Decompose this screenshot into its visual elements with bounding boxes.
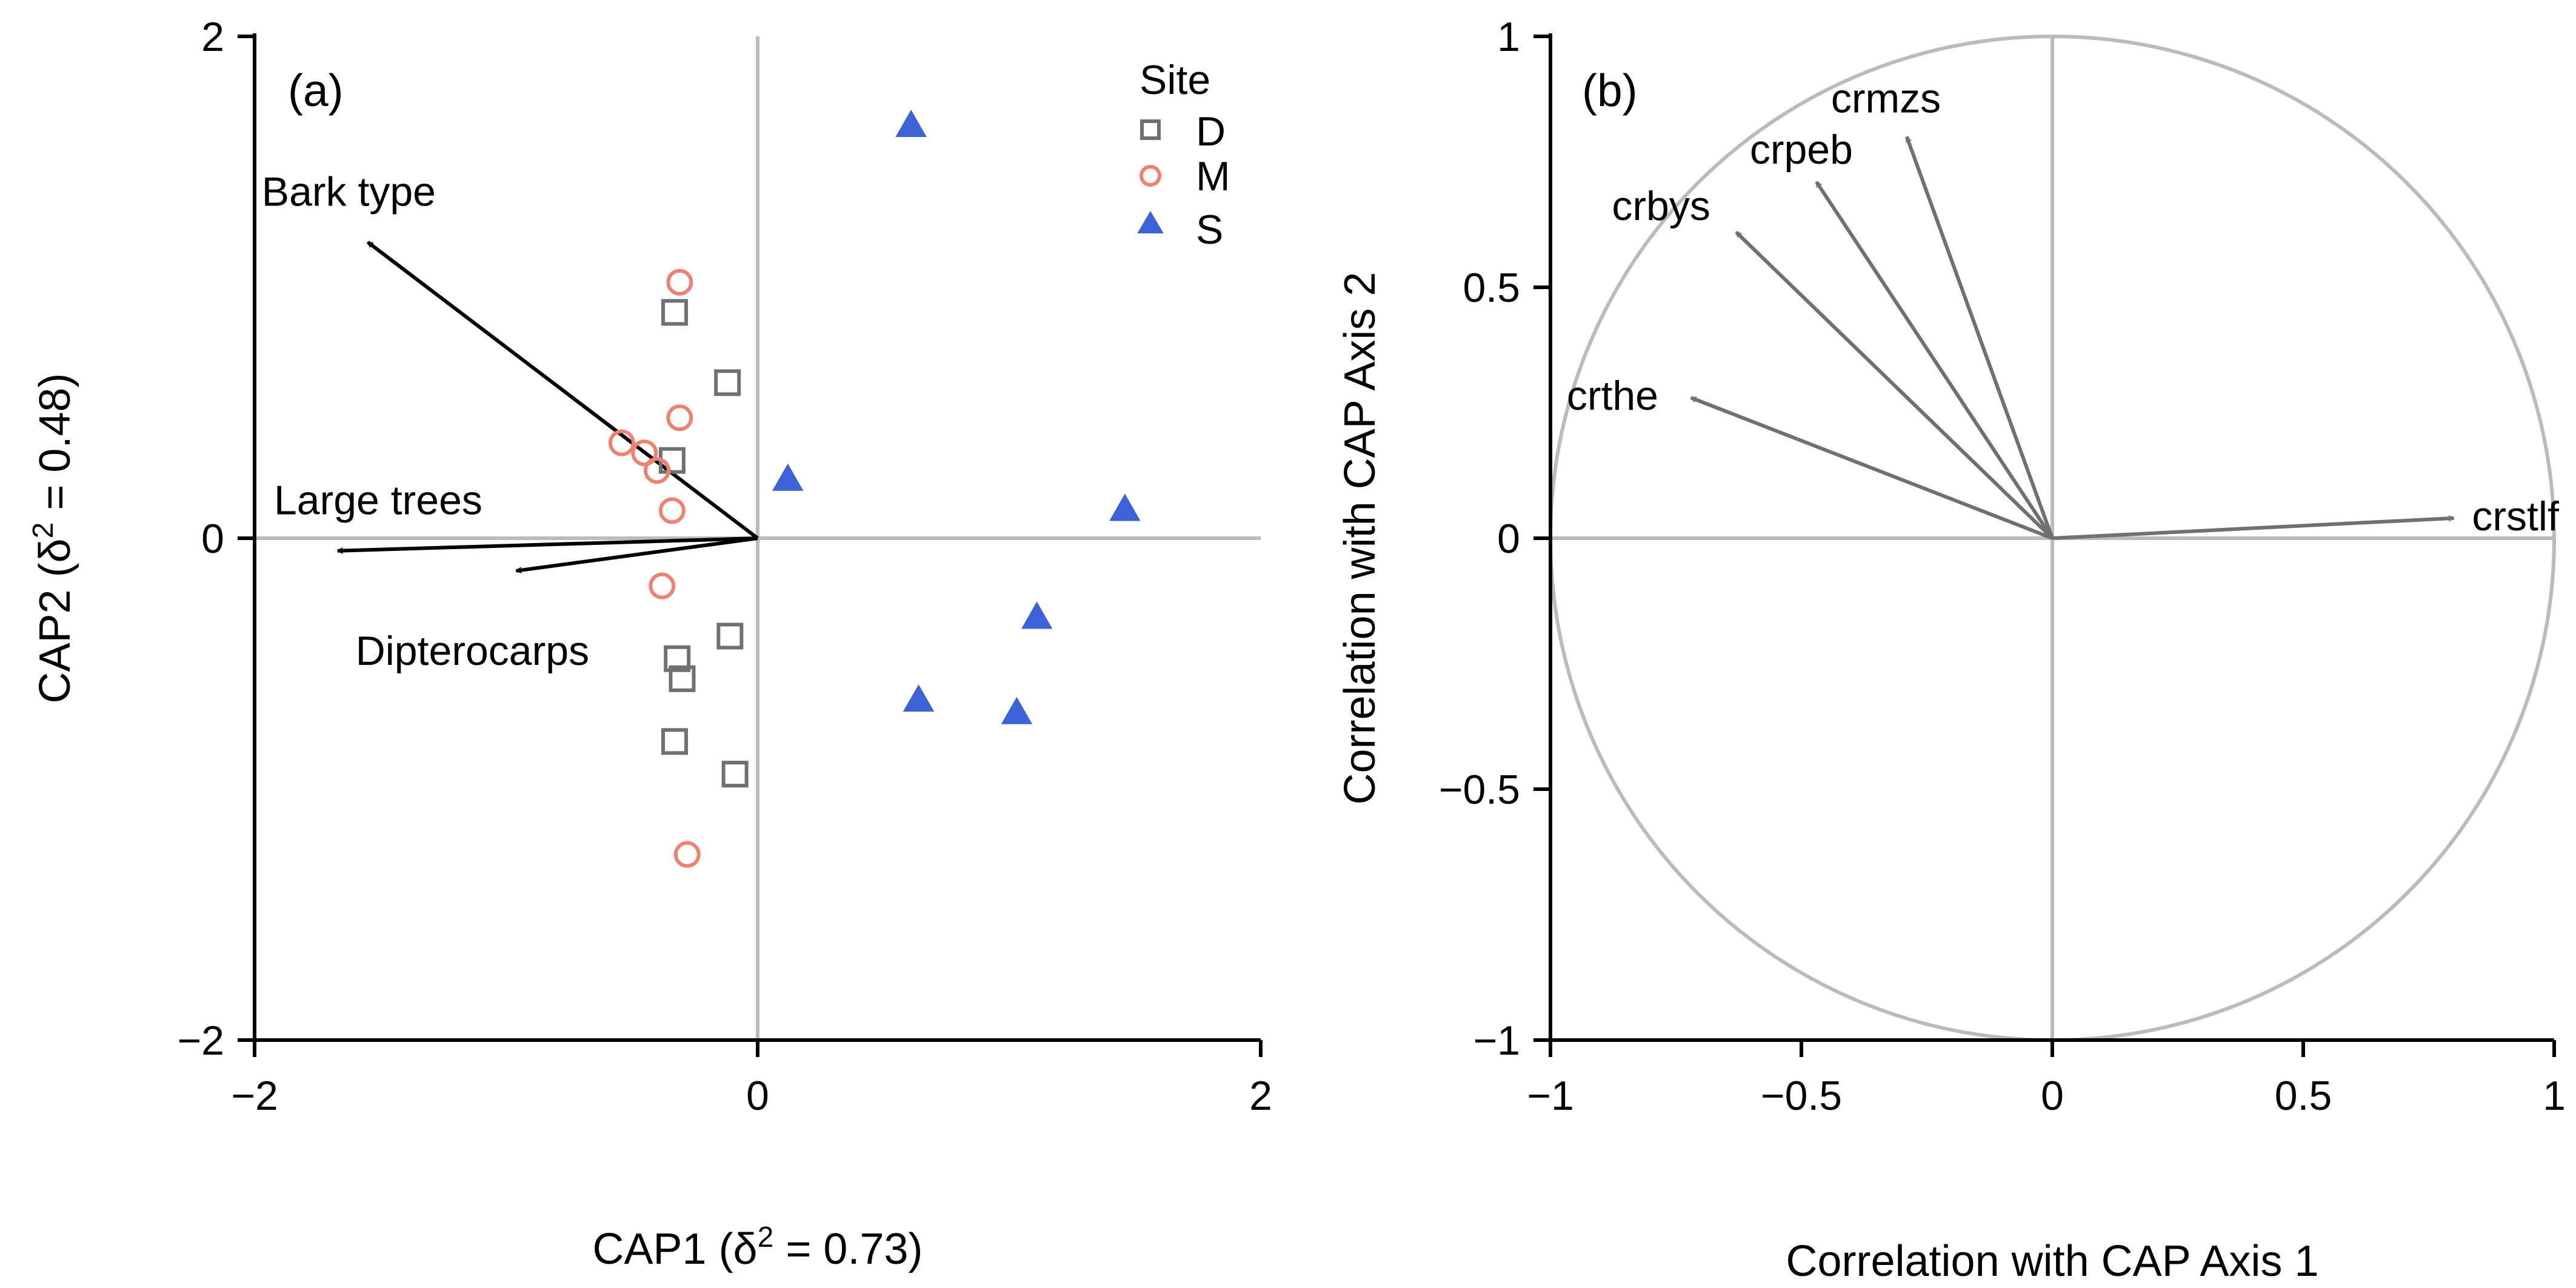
panel-b-y-tick-label: 0 — [1497, 516, 1520, 562]
legend-marker-m — [1140, 165, 1161, 187]
legend-title: Site — [1140, 57, 1210, 103]
vector-crpeb — [1815, 181, 2054, 539]
vector-label-crbys: crbys — [1612, 183, 1710, 229]
panel-a-x-tick-label: 0 — [746, 1073, 769, 1119]
panel-b-y-ticks: −1 −0.5 0 0.5 1 — [1439, 14, 1550, 1064]
panel-b-x-tick-label: −0.5 — [1761, 1073, 1842, 1119]
point-m — [644, 457, 670, 484]
panel-a-y-tick-label: 2 — [201, 14, 224, 60]
panel-b-x-axis-title: Correlation with CAP Axis 1 — [1786, 1237, 2318, 1286]
panel-b-y-tick-label: −1 — [1473, 1018, 1520, 1064]
panel-b-label: (b) — [1582, 65, 1638, 116]
point-d — [714, 369, 741, 396]
vector-bark-type — [366, 241, 759, 540]
panel-b: −1 −0.5 0 0.5 1 −1−0.500.51 crmzscrpebcrbysc… — [1336, 14, 2566, 1286]
vector-crthe — [1691, 396, 2054, 540]
panel-b-y-tick-label: 0.5 — [1463, 265, 1520, 311]
point-s — [1109, 493, 1141, 521]
legend-label-m: M — [1196, 153, 1230, 199]
legend-label-s: S — [1196, 207, 1223, 253]
panel-a-points — [608, 110, 1141, 868]
panel-a-x-tick-label: −2 — [231, 1073, 278, 1119]
vector-label-large-trees: Large trees — [274, 478, 482, 524]
point-m — [666, 404, 693, 432]
panel-b-x-tick-label: 0 — [2041, 1073, 2064, 1119]
panel-b-y-tick-label: −0.5 — [1439, 767, 1520, 813]
point-d — [721, 761, 749, 788]
vector-crstlf — [2052, 518, 2454, 540]
panel-a: −2 0 2 −2 0 2 Bark type Large trees Dipterocar… — [27, 14, 1272, 1273]
point-m — [631, 439, 658, 467]
point-d — [664, 645, 691, 672]
point-m — [666, 269, 693, 296]
vector-label-crmzs: crmzs — [1831, 76, 1941, 122]
vector-crbys — [1735, 230, 2054, 540]
legend-marker-d — [1140, 119, 1161, 140]
vector-large-trees — [338, 536, 758, 551]
panel-a-vectors: Bark type Large trees Dipterocarps — [262, 169, 759, 674]
vector-crmzs — [1905, 137, 2054, 539]
panel-b-x-ticks: −1 −0.5 0 0.5 1 — [1527, 1040, 2566, 1119]
panel-a-y-tick-label: −2 — [177, 1018, 224, 1064]
vector-label-bark-type: Bark type — [262, 169, 436, 215]
point-s — [895, 110, 927, 138]
point-s — [1001, 696, 1033, 724]
panel-b-x-tick-label: −1 — [1527, 1073, 1574, 1119]
panel-a-y-tick-label: 0 — [201, 516, 224, 562]
panel-b-x-tick-label: 0.5 — [2275, 1073, 2332, 1119]
point-m — [649, 572, 676, 599]
panel-a-x-tick-label: 2 — [1249, 1073, 1272, 1119]
panel-a-y-ticks: −2 0 2 — [177, 14, 255, 1064]
point-m — [608, 429, 635, 456]
legend-label-d: D — [1196, 108, 1226, 155]
panel-b-x-tick-label: 1 — [2543, 1073, 2566, 1119]
panel-a-label: (a) — [288, 65, 344, 116]
panel-b-vectors: crmzs crpeb crbys crthe crstlf — [1567, 76, 2559, 540]
panel-a-x-ticks: −2 0 2 — [231, 1040, 1272, 1119]
legend: Site D M S — [1137, 57, 1230, 253]
point-d — [669, 665, 696, 692]
panel-a-y-axis-title: CAP2 (δ2 = 0.48) — [27, 373, 79, 703]
point-m — [658, 497, 686, 524]
point-d — [716, 622, 744, 650]
legend-marker-s — [1137, 211, 1164, 233]
vector-dipterocarps — [516, 536, 758, 571]
point-m — [673, 841, 701, 868]
vector-label-crpeb: crpeb — [1750, 127, 1853, 173]
vector-label-crthe: crthe — [1567, 373, 1658, 419]
vector-label-dipterocarps: Dipterocarps — [356, 628, 590, 674]
point-s — [772, 463, 804, 491]
vector-label-crstlf: crstlf — [2472, 493, 2559, 539]
point-d — [661, 728, 689, 755]
panel-a-x-axis-title: CAP1 (δ2 = 0.73) — [592, 1221, 923, 1273]
panel-b-y-tick-label: 1 — [1497, 14, 1520, 60]
point-s — [903, 684, 935, 712]
point-s — [1021, 601, 1053, 629]
panel-b-y-axis-title: Correlation with CAP Axis 2 — [1336, 272, 1384, 804]
point-d — [661, 299, 689, 326]
